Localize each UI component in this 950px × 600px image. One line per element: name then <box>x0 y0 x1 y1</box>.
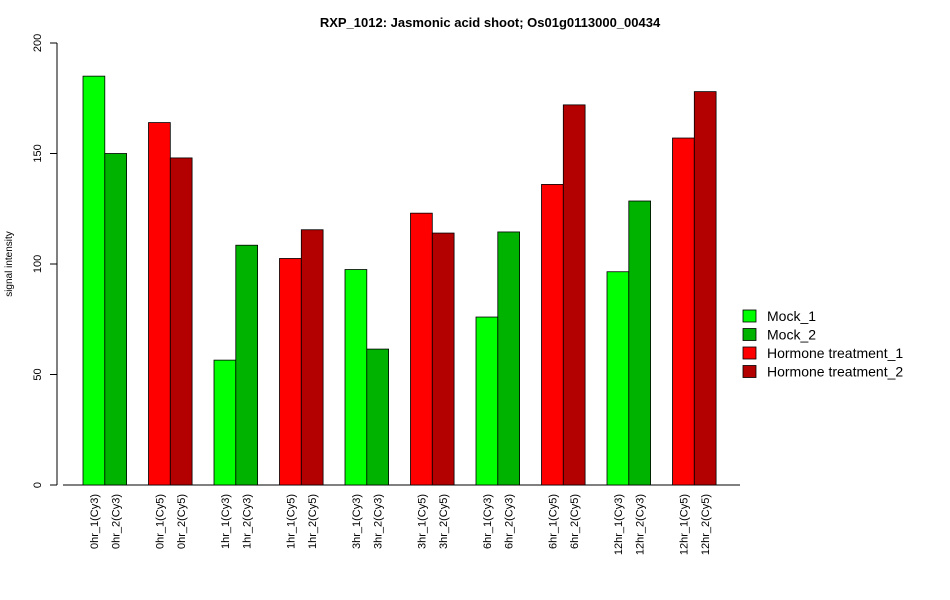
x-tick-label: 3hr_2(Cy3) <box>373 494 385 549</box>
bar <box>693 91 717 486</box>
y-tick-label: 100 <box>32 255 44 273</box>
bar <box>672 137 695 486</box>
legend-label: Mock_1 <box>767 308 816 324</box>
bar <box>431 232 455 486</box>
legend-swatch <box>742 346 757 360</box>
x-tick-label: 1hr_1(Cy5) <box>285 494 297 549</box>
bar <box>169 157 193 486</box>
x-tick-label: 1hr_2(Cy3) <box>242 494 254 549</box>
legend-swatch <box>742 309 757 323</box>
y-tick-label: 0 <box>32 482 44 488</box>
x-tick-label: 6hr_1(Cy3) <box>482 494 494 549</box>
bars-group <box>82 75 717 486</box>
bar <box>475 316 499 486</box>
x-tick-label: 0hr_2(Cy3) <box>111 494 123 549</box>
bar <box>104 153 128 486</box>
x-tick-label: 12hr_1(Cy3) <box>613 494 625 555</box>
legend-label: Mock_2 <box>767 327 816 343</box>
x-tick-label: 0hr_1(Cy3) <box>89 494 101 549</box>
bar <box>541 184 564 486</box>
legend: Mock_1 Mock_2 Hormone treatment_1 Hormone t… <box>742 308 903 380</box>
bar <box>148 122 171 486</box>
legend-label: Hormone treatment_2 <box>767 364 903 380</box>
y-tick-label: 200 <box>32 34 44 52</box>
bar <box>497 231 520 486</box>
x-tick-label: 1hr_1(Cy3) <box>220 494 232 549</box>
x-tick-label: 0hr_2(Cy5) <box>176 494 188 549</box>
y-tick-label: 150 <box>32 144 44 162</box>
x-tick-label: 3hr_1(Cy3) <box>351 494 363 549</box>
bar <box>82 75 106 486</box>
bar <box>235 244 259 486</box>
x-tick-labels: 0hr_1(Cy3) 0hr_2(Cy3) 0hr_1(Cy5) 0hr_2(Cy5)… <box>89 494 712 555</box>
x-tick-label: 12hr_2(Cy3) <box>635 494 647 555</box>
x-tick-label: 3hr_1(Cy5) <box>416 494 428 549</box>
bar <box>213 359 237 486</box>
y-axis-label: signal intensity <box>4 231 15 297</box>
y-tick-label: 50 <box>32 368 44 380</box>
x-tick-label: 12hr_1(Cy5) <box>678 494 690 555</box>
bar <box>344 269 368 486</box>
bar <box>279 258 302 486</box>
x-tick-label: 6hr_2(Cy3) <box>504 494 516 549</box>
x-tick-label: 6hr_1(Cy5) <box>547 494 559 549</box>
x-tick-label: 6hr_2(Cy5) <box>569 494 581 549</box>
bar <box>628 200 651 486</box>
bar <box>562 104 586 486</box>
y-axis: 0 50 100 150 200 <box>32 34 58 488</box>
legend-swatch <box>742 365 757 378</box>
bar <box>366 348 389 486</box>
x-tick-label: 12hr_2(Cy5) <box>700 494 712 555</box>
x-tick-label: 1hr_2(Cy5) <box>307 494 319 549</box>
x-tick-label: 0hr_1(Cy5) <box>154 494 166 549</box>
legend-label: Hormone treatment_1 <box>767 345 903 361</box>
bar <box>300 229 324 486</box>
bar <box>606 271 630 486</box>
legend-swatch <box>742 328 757 341</box>
chart-title: RXP_1012: Jasmonic acid shoot; Os01g0113… <box>320 15 661 30</box>
x-tick-label: 3hr_2(Cy5) <box>438 494 450 549</box>
bar <box>410 212 433 486</box>
